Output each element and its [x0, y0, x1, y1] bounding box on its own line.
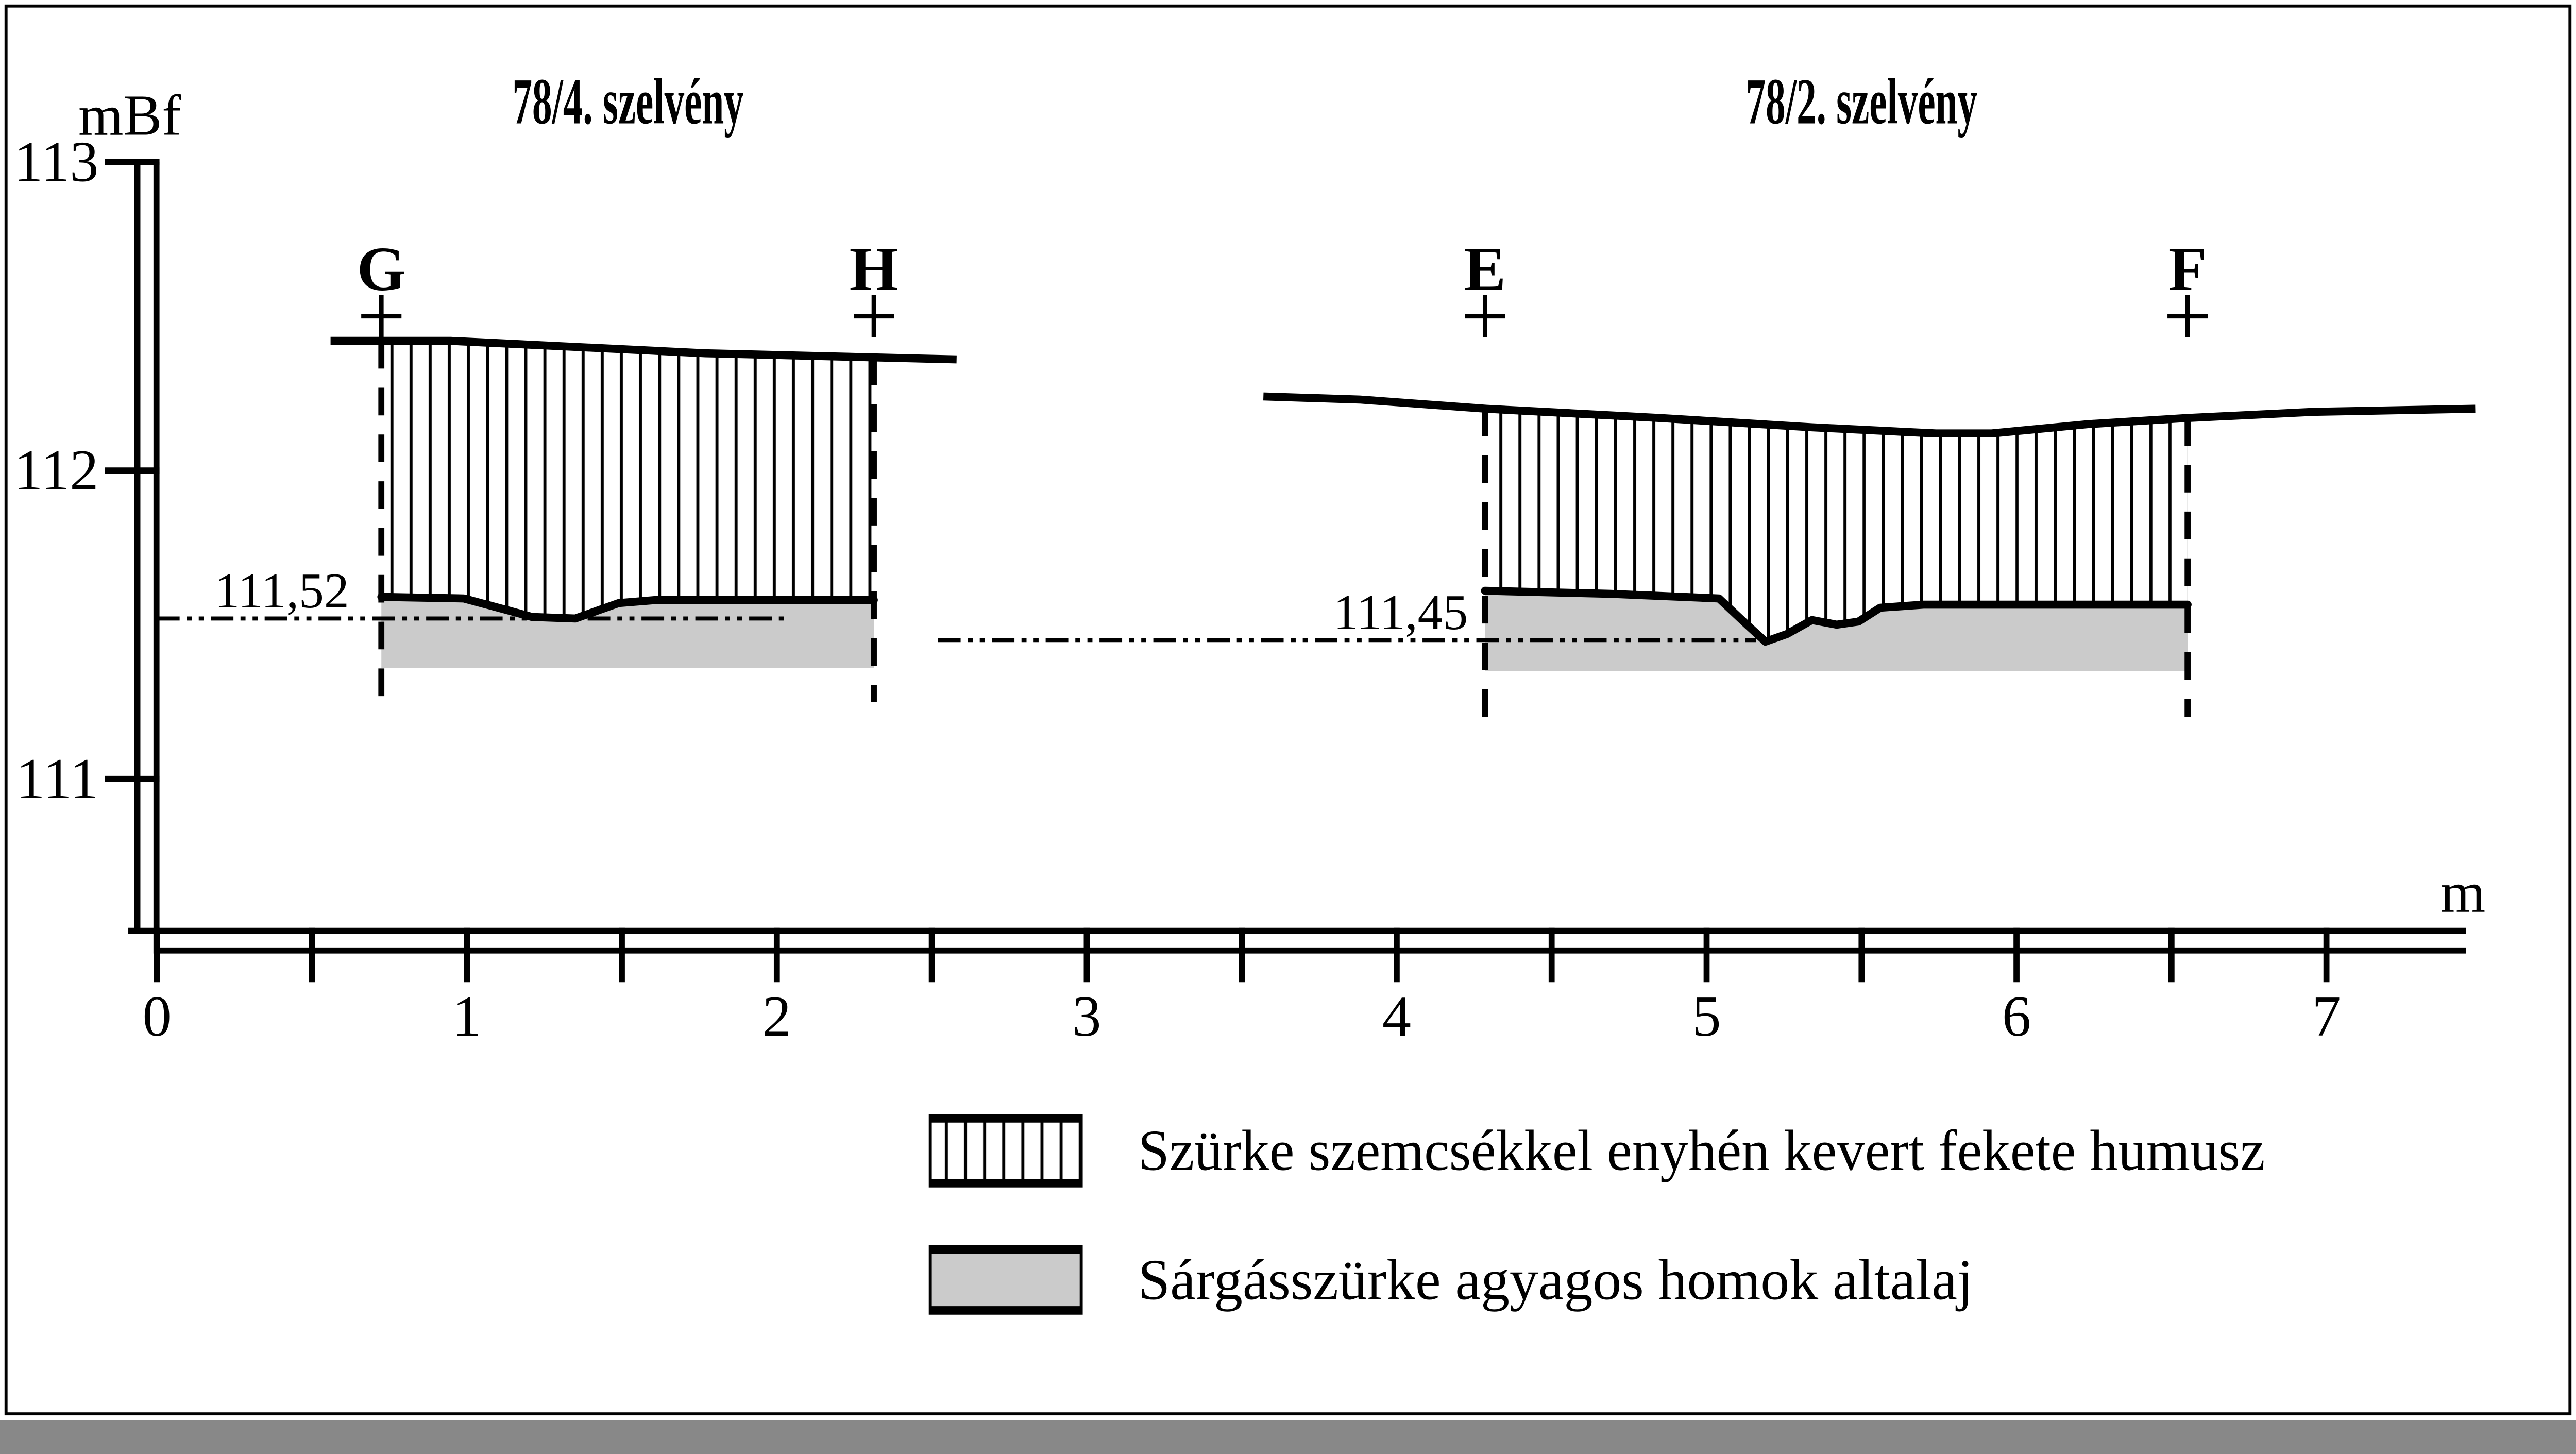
legend-swatch-subsoil	[928, 1245, 1083, 1315]
marker-letter: G	[357, 234, 406, 304]
ground-surface-line	[330, 336, 957, 364]
section-title: 78/4. szelvény	[512, 65, 743, 138]
figure-stage: 113 112 111 mBf 0 1 2 3 4 5 6 7 m 111,52 G H 78/4. szelv…	[0, 0, 2576, 1420]
x-axis-tick-label: 1	[452, 985, 481, 1049]
section-group	[938, 392, 2476, 723]
datum-elevation-label: 111,45	[1333, 585, 1468, 640]
y-axis-tick-label: 111	[16, 747, 98, 811]
subsoil-layer	[1485, 590, 2188, 671]
x-axis-tick-label: 6	[2002, 985, 2031, 1049]
x-axis-tick-label: 3	[1072, 985, 1101, 1049]
x-axis-tick-label: 0	[143, 985, 172, 1049]
cross-section-diagram: 113 112 111 mBf 0 1 2 3 4 5 6 7 m 111,52 G H 78/4. szelv…	[0, 0, 2576, 1420]
x-axis-tick-label: 5	[1692, 985, 1721, 1049]
humus-layer	[381, 341, 874, 619]
datum-elevation-label: 111,52	[214, 563, 349, 619]
legend-item	[928, 1245, 1083, 1315]
legend-label: Szürke szemcsékkel enyhén kevert fekete …	[1138, 1119, 2265, 1183]
humus-layer	[1485, 409, 2188, 642]
marker-letter: E	[1464, 234, 1506, 304]
figure-background	[0, 0, 2576, 1420]
subsoil-layer	[381, 597, 874, 668]
legend-swatch-humus	[928, 1114, 1083, 1188]
x-axis-tick-label: 7	[2312, 985, 2341, 1049]
legend-label: Sárgásszürke agyagos homok altalaj	[1138, 1248, 1973, 1312]
section-title: 78/2. szelvény	[1746, 65, 1977, 138]
x-axis-tick-label: 2	[762, 985, 791, 1049]
legend-item	[928, 1114, 1083, 1188]
y-axis-tick-label: 113	[14, 130, 98, 194]
ground-surface-line	[1263, 392, 2476, 438]
marker-letter: H	[850, 234, 899, 304]
marker-letter: F	[2168, 234, 2207, 304]
section-group	[157, 336, 957, 702]
humus-base-line	[1481, 586, 2192, 646]
y-axis-unit-label: mBf	[78, 84, 181, 148]
outer-border	[4, 4, 2572, 1416]
humus-base-line	[377, 593, 878, 623]
y-axis-tick-label: 112	[14, 438, 98, 502]
x-axis-unit-label: m	[2441, 861, 2485, 925]
x-axis-tick-label: 4	[1382, 985, 1411, 1049]
